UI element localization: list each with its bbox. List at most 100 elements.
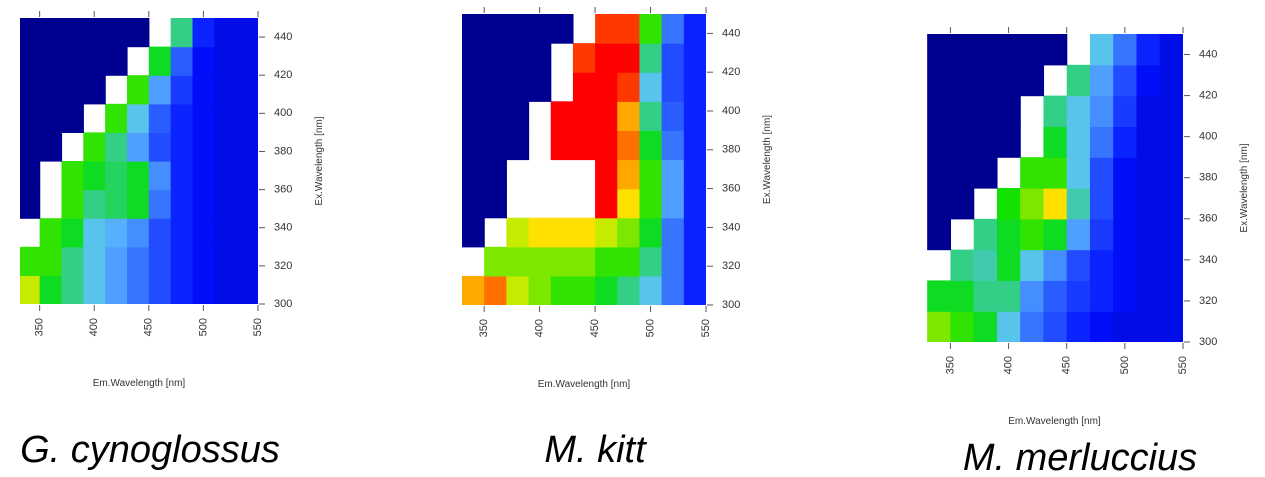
heat-cell	[1020, 311, 1045, 342]
heat-cell	[214, 161, 237, 191]
heat-cell	[1089, 64, 1114, 97]
heat-cell	[1089, 249, 1114, 281]
heat-cell	[595, 159, 618, 190]
heat-cell	[1043, 95, 1068, 127]
heat-cell	[214, 189, 237, 219]
heat-cell	[1020, 218, 1045, 251]
heat-cell	[462, 72, 485, 102]
heat-cell	[170, 103, 194, 133]
heat-cell	[595, 275, 618, 305]
heat-cell	[20, 189, 41, 219]
heat-cell	[148, 275, 172, 304]
heat-cell	[639, 159, 663, 190]
heat-cell	[214, 275, 237, 304]
heat-cell	[105, 246, 128, 276]
heat-cell	[661, 246, 685, 277]
y-tick-label: 380	[722, 144, 740, 156]
heat-cell	[462, 43, 485, 73]
heat-cell	[39, 218, 63, 248]
heat-cell	[148, 75, 172, 105]
heat-cell	[1136, 64, 1161, 97]
heat-cell	[1136, 218, 1161, 251]
heat-cell	[996, 249, 1021, 281]
heat-cell	[927, 157, 952, 189]
x-tick-label: 450	[143, 318, 155, 336]
heat-cell	[484, 43, 507, 73]
heat-cell	[20, 246, 41, 276]
y-tick-label: 320	[722, 260, 740, 272]
heat-cell	[61, 189, 84, 219]
heat-cell	[1136, 311, 1161, 342]
heat-cell	[236, 46, 258, 76]
heat-cell	[506, 14, 530, 44]
heat-cell	[1020, 34, 1045, 66]
heat-cell	[83, 246, 106, 276]
x-axis-title: Em.Wavelength [nm]	[538, 379, 631, 390]
heat-cell	[1136, 280, 1161, 312]
heat-cell	[214, 218, 237, 248]
heat-cell	[105, 189, 128, 219]
x-tick-label: 550	[1177, 356, 1189, 374]
heat-cell	[661, 130, 685, 161]
heat-cell	[1066, 311, 1091, 342]
heat-cell	[617, 188, 641, 219]
heat-cell	[214, 103, 237, 133]
heat-cell	[683, 14, 706, 44]
x-tick-label: 450	[589, 319, 601, 337]
heat-cell	[236, 189, 258, 219]
heat-cell	[126, 103, 150, 133]
heat-cell	[148, 218, 172, 248]
heat-cell	[550, 217, 574, 248]
heat-cell	[1043, 218, 1068, 251]
heat-cell	[170, 161, 194, 191]
y-tick-label: 440	[722, 27, 740, 39]
heat-cell	[462, 217, 485, 248]
heat-cell	[83, 189, 106, 219]
heat-cell	[683, 101, 706, 131]
heat-cell	[950, 249, 975, 281]
heat-cell	[484, 159, 507, 190]
heat-cell	[572, 130, 596, 161]
heat-cell	[506, 101, 530, 131]
heat-cell	[148, 246, 172, 276]
heat-cell	[1159, 249, 1183, 281]
species-title: M. merluccius	[963, 437, 1197, 477]
heat-cell	[1113, 280, 1138, 312]
heat-cell	[214, 46, 237, 76]
heat-cell	[1159, 95, 1183, 127]
x-tick-label: 550	[252, 318, 264, 336]
x-axis-title: Em.Wavelength [nm]	[93, 378, 186, 389]
heat-cell	[661, 188, 685, 219]
heat-cell	[1136, 34, 1161, 66]
heat-cell	[1113, 64, 1138, 97]
heat-cell	[105, 161, 128, 191]
heat-cell	[927, 126, 952, 158]
species-title: G. cynoglossus	[20, 429, 280, 471]
heat-cell	[996, 188, 1021, 220]
heat-cell	[148, 132, 172, 162]
heat-cell	[1159, 280, 1183, 312]
heat-cell	[572, 246, 596, 277]
heat-cell	[683, 159, 706, 190]
heat-cell	[39, 275, 63, 304]
heat-cell	[83, 218, 106, 248]
y-tick-label: 380	[274, 145, 292, 157]
heat-cell	[506, 275, 530, 305]
heat-cell	[996, 280, 1021, 312]
heat-cell	[1066, 249, 1091, 281]
heat-cell	[927, 280, 952, 312]
heat-cell	[617, 130, 641, 161]
heat-cell	[126, 275, 150, 304]
y-tick-label: 420	[722, 66, 740, 78]
heat-cell	[617, 246, 641, 277]
y-tick-label: 400	[274, 107, 292, 119]
heat-cell	[1113, 95, 1138, 127]
heat-cell	[170, 189, 194, 219]
heat-cell	[1043, 188, 1068, 220]
x-tick-label: 400	[88, 318, 100, 336]
heat-cell	[661, 43, 685, 73]
heat-cell	[996, 218, 1021, 251]
y-tick-label: 380	[1199, 172, 1217, 184]
heat-cell	[950, 126, 975, 158]
heat-cell	[1159, 126, 1183, 158]
